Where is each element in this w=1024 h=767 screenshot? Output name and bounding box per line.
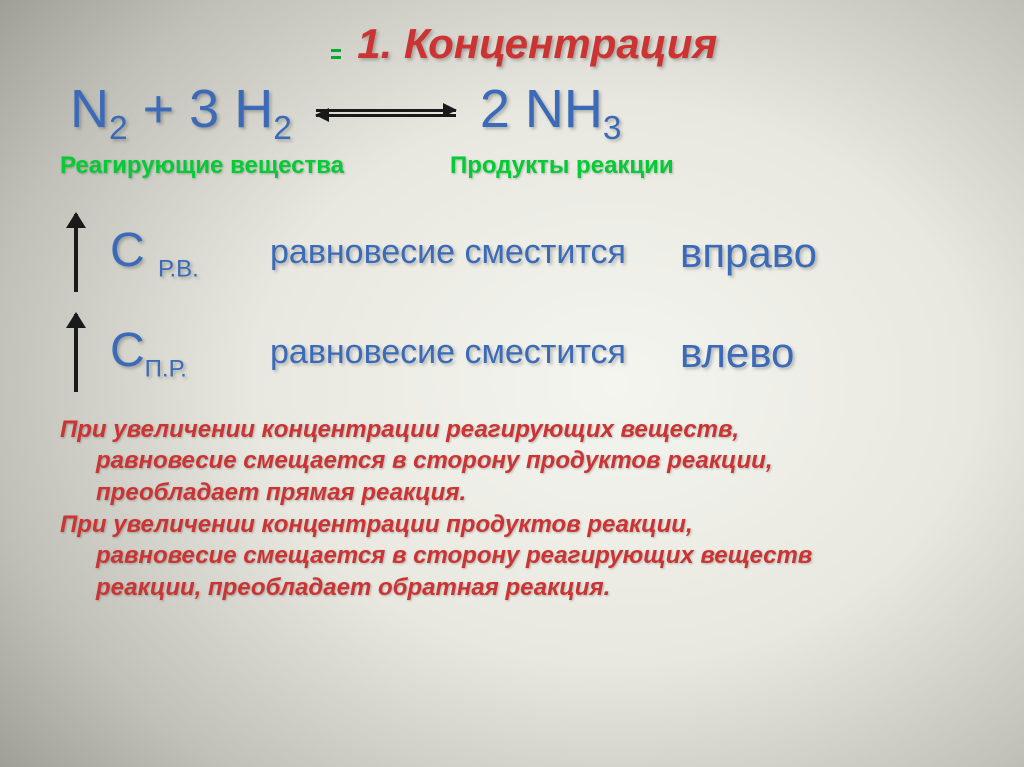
equation: N2 + 3 H2 2 NH3 [60, 78, 984, 148]
label-products: Продукты реакции [430, 152, 674, 180]
slide: 1. Концентрация N2 + 3 H2 2 NH3 Реагирую… [0, 0, 1024, 767]
desc-line: равновесие смещается в сторону продуктов… [60, 445, 984, 477]
bullet-icon [327, 45, 345, 63]
title-row: 1. Концентрация [60, 20, 984, 68]
equation-reactants: N2 + 3 H2 [60, 78, 292, 148]
rule-direction: влево [680, 329, 794, 377]
desc-line: При увеличении концентрации реагирующих … [60, 416, 739, 443]
concentration-symbol-products: СП.Р. [110, 323, 270, 384]
arrow-right-icon [316, 109, 456, 112]
description: При увеличении концентрации реагирующих … [60, 414, 984, 604]
label-reactants: Реагирующие вещества [60, 152, 430, 180]
desc-line: равновесие смещается в сторону реагирующ… [60, 540, 984, 572]
desc-line: преобладает прямая реакция. [60, 477, 984, 509]
slide-title: 1. Концентрация [357, 20, 717, 67]
up-arrow-icon [74, 314, 78, 392]
arrow-left-icon [316, 114, 456, 117]
rule-text: равновесие сместится [270, 333, 680, 372]
rule-direction: вправо [680, 229, 817, 277]
rule-reactants-concentration: С Р.В. равновесие сместится вправо [60, 214, 984, 292]
labels-row: Реагирующие вещества Продукты реакции [60, 152, 984, 180]
rule-text: равновесие сместится [270, 233, 680, 272]
equation-products: 2 NH3 [480, 78, 622, 148]
desc-line: реакции, преобладает обратная реакция. [60, 572, 984, 604]
concentration-symbol-reactants: С Р.В. [110, 223, 270, 284]
rule-products-concentration: СП.Р. равновесие сместится влево [60, 314, 984, 392]
reversible-arrows-icon [316, 109, 456, 117]
up-arrow-icon [74, 214, 78, 292]
desc-line: При увеличении концентрации продуктов ре… [60, 509, 984, 541]
